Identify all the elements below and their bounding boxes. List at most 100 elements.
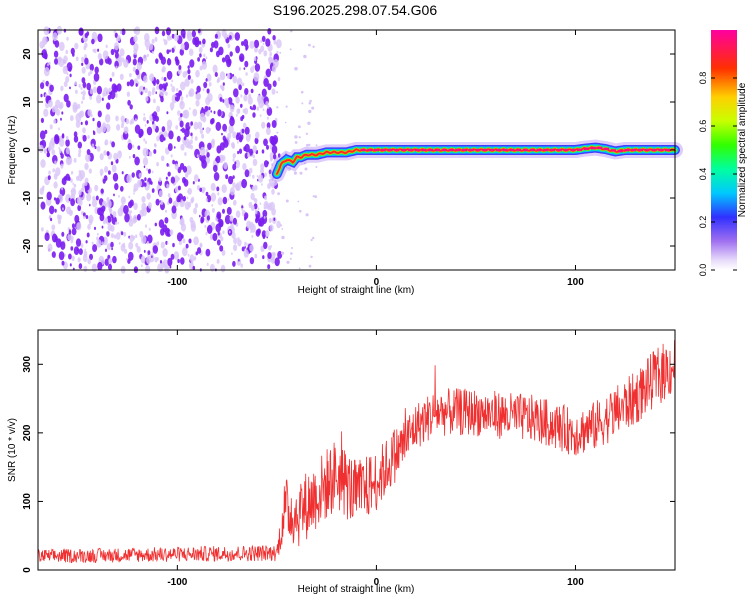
noise-speckle — [125, 118, 130, 125]
noise-speckle — [112, 211, 117, 218]
noise-speckle — [54, 208, 57, 213]
noise-speckle — [41, 45, 44, 49]
noise-speckle — [133, 35, 138, 43]
noise-speckle — [66, 72, 69, 76]
noise-speckle — [219, 97, 223, 102]
noise-speckle — [214, 72, 218, 77]
noise-speckle — [266, 127, 271, 136]
noise-speckle — [126, 257, 128, 261]
noise-speckle — [197, 121, 203, 130]
noise-speckle — [284, 121, 287, 124]
spectrogram-y-ticks: -20 -10 0 10 20 — [22, 48, 675, 253]
noise-speckle — [113, 234, 117, 239]
noise-speckle — [269, 144, 273, 150]
noise-speckle — [276, 39, 282, 49]
noise-speckle — [180, 217, 185, 225]
noise-speckle — [305, 132, 309, 135]
noise-speckle — [274, 257, 280, 267]
noise-speckle — [74, 81, 77, 86]
noise-speckle — [76, 196, 82, 205]
noise-speckle — [244, 241, 247, 247]
noise-speckle — [184, 138, 191, 148]
noise-speckle — [108, 263, 112, 271]
noise-speckle — [166, 111, 169, 115]
noise-speckle — [210, 110, 212, 113]
noise-speckle — [304, 167, 308, 171]
noise-speckle — [298, 125, 301, 129]
noise-speckle — [155, 91, 157, 95]
noise-speckle — [94, 66, 99, 74]
noise-speckle — [58, 138, 65, 147]
noise-speckle — [163, 85, 167, 91]
noise-speckle — [179, 120, 184, 128]
noise-speckle — [217, 231, 220, 236]
noise-speckle — [232, 73, 235, 77]
noise-speckle — [205, 78, 208, 82]
noise-speckle — [303, 162, 306, 165]
noise-speckle — [101, 241, 105, 246]
noise-speckle — [203, 81, 208, 89]
noise-speckle — [165, 91, 168, 96]
noise-speckle — [144, 224, 148, 228]
noise-speckle — [117, 35, 121, 42]
noise-speckle — [41, 186, 45, 192]
noise-speckle — [141, 196, 146, 203]
noise-speckle — [40, 93, 43, 98]
noise-speckle — [44, 232, 50, 241]
noise-speckle — [143, 113, 146, 116]
noise-speckle — [82, 90, 86, 97]
noise-speckle — [165, 209, 167, 213]
noise-speckle — [232, 175, 235, 180]
noise-speckle — [129, 234, 135, 243]
noise-speckle — [230, 115, 233, 120]
noise-speckle — [40, 159, 46, 168]
noise-speckle — [175, 59, 180, 66]
noise-speckle — [269, 152, 275, 160]
noise-speckle — [161, 76, 164, 81]
noise-speckle — [147, 202, 152, 209]
noise-speckle — [214, 33, 218, 39]
noise-speckle — [167, 171, 171, 177]
noise-speckle — [177, 177, 180, 181]
noise-speckle — [151, 170, 154, 174]
noise-speckle — [91, 241, 94, 245]
noise-speckle — [144, 177, 147, 182]
noise-speckle — [270, 182, 275, 189]
noise-speckle — [250, 88, 254, 94]
spectrogram-ridge — [268, 139, 683, 182]
noise-speckle — [85, 215, 89, 219]
noise-speckle — [267, 202, 273, 211]
noise-speckle — [138, 132, 142, 139]
noise-speckle — [94, 226, 96, 230]
noise-speckle — [69, 86, 71, 90]
noise-speckle — [213, 172, 220, 181]
noise-speckle — [258, 217, 265, 227]
noise-speckle — [110, 161, 114, 166]
noise-speckle — [308, 264, 312, 268]
noise-speckle — [206, 262, 209, 266]
noise-speckle — [261, 35, 266, 43]
noise-speckle — [244, 212, 249, 220]
noise-speckle — [46, 191, 52, 201]
noise-speckle — [241, 128, 245, 134]
noise-speckle — [62, 133, 65, 137]
snr-x-label: Height of straight line (km) — [298, 584, 415, 595]
noise-speckle — [226, 73, 231, 79]
noise-speckle — [110, 233, 114, 239]
noise-speckle — [266, 144, 269, 150]
noise-speckle — [49, 84, 54, 93]
noise-speckle — [140, 264, 143, 268]
noise-speckle — [135, 68, 140, 76]
noise-speckle — [219, 245, 224, 252]
noise-speckle — [185, 243, 189, 249]
noise-speckle — [78, 190, 82, 196]
noise-speckle — [273, 217, 276, 221]
noise-speckle — [49, 205, 55, 215]
noise-speckle — [89, 69, 93, 75]
y-tick-label: -20 — [22, 238, 33, 253]
noise-speckle — [190, 132, 193, 137]
noise-speckle — [216, 79, 220, 84]
noise-speckle — [102, 178, 106, 184]
noise-speckle — [300, 90, 304, 94]
x-tick-label: 0 — [374, 577, 380, 588]
